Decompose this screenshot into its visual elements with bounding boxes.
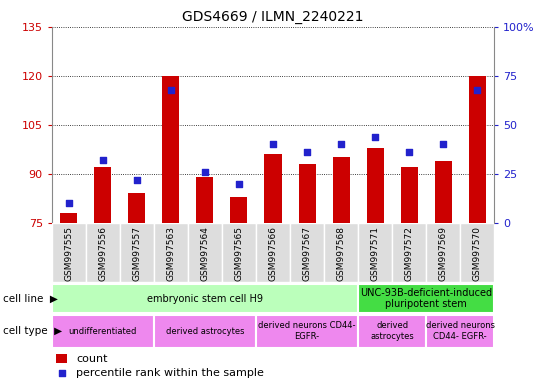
- Text: GSM997566: GSM997566: [269, 226, 277, 281]
- Bar: [401, 167, 418, 223]
- Text: derived neurons
CD44- EGFR-: derived neurons CD44- EGFR-: [426, 321, 495, 341]
- Text: GSM997564: GSM997564: [200, 226, 210, 281]
- Bar: [222, 223, 256, 282]
- Text: GSM997572: GSM997572: [405, 226, 413, 281]
- Text: GSM997568: GSM997568: [336, 226, 346, 281]
- Text: GSM997556: GSM997556: [98, 226, 108, 281]
- Text: GSM997563: GSM997563: [167, 226, 175, 281]
- Bar: [52, 315, 154, 348]
- Bar: [366, 148, 383, 223]
- Point: [439, 141, 448, 147]
- Text: embryonic stem cell H9: embryonic stem cell H9: [147, 293, 263, 304]
- Bar: [333, 157, 349, 223]
- Bar: [188, 223, 222, 282]
- Text: GSM997555: GSM997555: [64, 226, 73, 281]
- Text: GSM997569: GSM997569: [438, 226, 448, 281]
- Text: GSM997570: GSM997570: [473, 226, 482, 281]
- Point: [269, 141, 277, 147]
- Bar: [197, 177, 213, 223]
- Point: [200, 169, 209, 175]
- Point: [337, 141, 346, 147]
- Bar: [256, 223, 290, 282]
- Text: GSM997571: GSM997571: [371, 226, 379, 281]
- Bar: [460, 223, 494, 282]
- Bar: [324, 223, 358, 282]
- Bar: [264, 154, 282, 223]
- Bar: [230, 197, 247, 223]
- Text: GSM997565: GSM997565: [234, 226, 244, 281]
- Bar: [358, 223, 392, 282]
- Point: [302, 149, 311, 155]
- Point: [57, 370, 66, 376]
- Text: derived
astrocytes: derived astrocytes: [370, 321, 414, 341]
- Text: UNC-93B-deficient-induced
pluripotent stem: UNC-93B-deficient-induced pluripotent st…: [360, 288, 492, 310]
- Text: percentile rank within the sample: percentile rank within the sample: [76, 368, 264, 378]
- Bar: [163, 76, 180, 223]
- Text: GDS4669 / ILMN_2240221: GDS4669 / ILMN_2240221: [182, 10, 364, 23]
- Bar: [86, 223, 120, 282]
- Bar: [435, 161, 452, 223]
- Point: [64, 200, 73, 206]
- Text: derived neurons CD44-
EGFR-: derived neurons CD44- EGFR-: [258, 321, 356, 341]
- Bar: [468, 76, 485, 223]
- Text: GSM997567: GSM997567: [302, 226, 312, 281]
- Bar: [154, 223, 188, 282]
- Bar: [426, 315, 494, 348]
- Point: [235, 180, 244, 187]
- Text: GSM997557: GSM997557: [133, 226, 141, 281]
- Bar: [52, 284, 358, 313]
- Text: derived astrocytes: derived astrocytes: [165, 327, 244, 336]
- Point: [167, 86, 175, 93]
- Point: [371, 134, 379, 140]
- Bar: [61, 213, 78, 223]
- Bar: [299, 164, 316, 223]
- Bar: [256, 315, 358, 348]
- Bar: [358, 284, 494, 313]
- Point: [98, 157, 107, 163]
- Bar: [154, 315, 256, 348]
- Bar: [120, 223, 154, 282]
- Text: undifferentiated: undifferentiated: [69, 327, 137, 336]
- Text: count: count: [76, 354, 108, 364]
- Bar: [358, 315, 426, 348]
- Text: cell type  ▶: cell type ▶: [3, 326, 62, 336]
- Bar: [94, 167, 111, 223]
- Bar: [128, 194, 145, 223]
- Point: [133, 177, 141, 183]
- Bar: [290, 223, 324, 282]
- Point: [473, 86, 482, 93]
- Bar: [392, 223, 426, 282]
- Text: cell line  ▶: cell line ▶: [3, 293, 58, 304]
- Bar: [56, 354, 67, 363]
- Bar: [52, 223, 86, 282]
- Bar: [426, 223, 460, 282]
- Point: [405, 149, 413, 155]
